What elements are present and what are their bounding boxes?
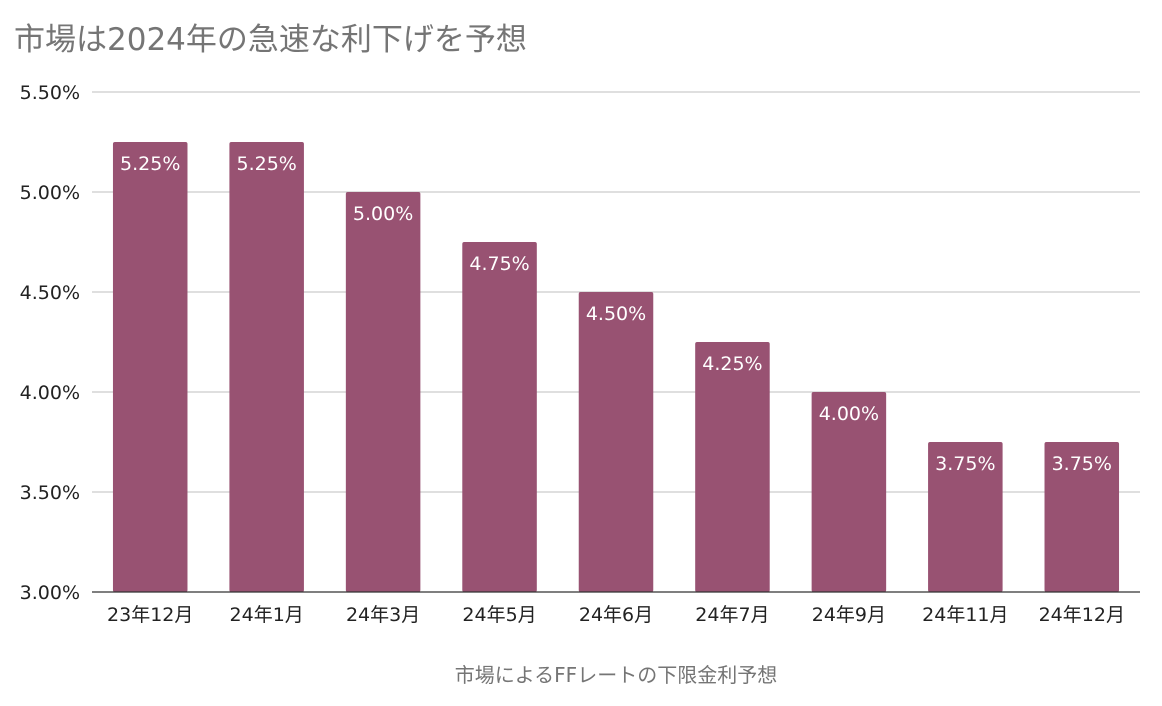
bar [695, 342, 770, 592]
bar-value-label: 3.75% [935, 453, 995, 475]
bar [1044, 442, 1120, 592]
x-tick-label: 24年12月 [1039, 604, 1125, 626]
x-tick-label: 24年3月 [346, 604, 420, 626]
x-tick-label: 24年11月 [922, 604, 1008, 626]
y-tick-label: 3.50% [20, 482, 80, 504]
x-tick-label: 24年7月 [695, 604, 769, 626]
y-tick-label: 5.50% [20, 82, 80, 104]
bar-value-label: 4.75% [469, 253, 529, 275]
y-tick-label: 4.00% [20, 382, 80, 404]
x-tick-label: 24年6月 [579, 604, 653, 626]
bar [112, 142, 188, 592]
bar-value-label: 5.00% [353, 203, 413, 225]
bar [229, 142, 304, 592]
x-axis-title: 市場によるFFレートの下限金利予想 [455, 663, 777, 687]
bar-value-label: 4.00% [819, 403, 879, 425]
y-tick-label: 4.50% [20, 282, 80, 304]
y-tick-label: 3.00% [20, 582, 80, 604]
bar [462, 242, 537, 592]
x-tick-label: 24年1月 [230, 604, 304, 626]
y-tick-label: 5.00% [20, 182, 80, 204]
bar [578, 292, 654, 592]
bar [345, 192, 421, 592]
x-tick-label: 24年5月 [462, 604, 536, 626]
bar [811, 392, 887, 592]
bar-value-label: 5.25% [236, 153, 296, 175]
axes: 3.00% 3.50% 4.00% 4.50% 5.00% 5.50% 23年12月 24年1… [20, 82, 1140, 626]
bar-value-label: 4.25% [702, 353, 762, 375]
bar-value-label: 5.25% [120, 153, 180, 175]
bars [112, 142, 1120, 592]
bar-value-label: 4.50% [586, 303, 646, 325]
bar [928, 442, 1003, 592]
bar-value-label: 3.75% [1052, 453, 1112, 475]
data-labels: 5.25% 5.25% 5.00% 4.75% 4.50% 4.25% 4.00% 3.75%… [120, 153, 1112, 475]
x-tick-label: 23年12月 [107, 604, 193, 626]
chart-title: 市場は2024年の急速な利下げを予想 [14, 22, 527, 58]
x-tick-label: 24年9月 [812, 604, 886, 626]
